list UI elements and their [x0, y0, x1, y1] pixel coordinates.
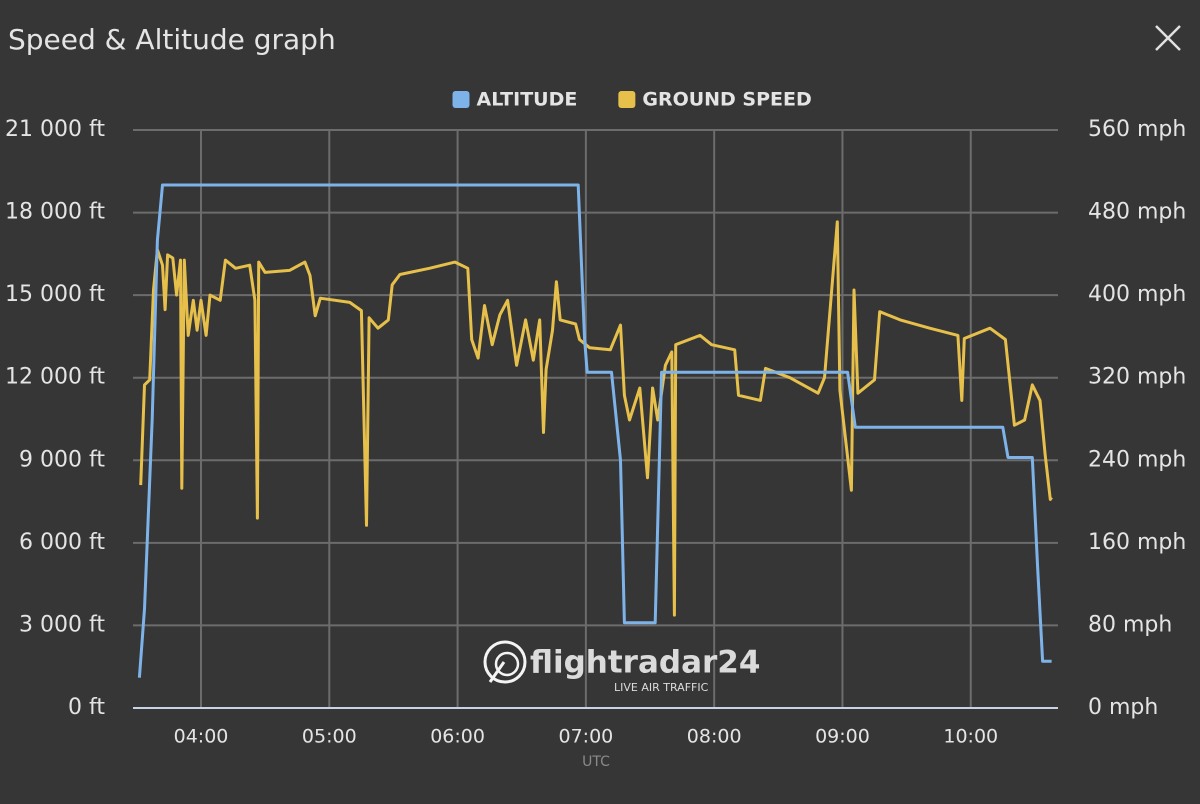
- x-tick-label: 05:00: [302, 726, 357, 748]
- y-tick-label: 12 000 ft: [5, 365, 105, 390]
- y2-tick-label: 80 mph: [1088, 612, 1172, 637]
- y-tick-label: 0 ft: [68, 695, 105, 720]
- legend-label: ALTITUDE: [477, 89, 578, 111]
- y-tick-label: 21 000 ft: [5, 117, 105, 142]
- close-icon[interactable]: [1155, 25, 1181, 51]
- y-tick-label: 6 000 ft: [19, 530, 105, 555]
- title: Speed & Altitude graph: [8, 23, 336, 56]
- y2-tick-label: 480 mph: [1088, 200, 1186, 225]
- legend-swatch: [618, 91, 636, 108]
- x-tick-label: 07:00: [558, 726, 613, 748]
- y2-tick-label: 400 mph: [1088, 282, 1186, 307]
- logo: [483, 640, 527, 684]
- watermark: flightradar24 LIVE AIR TRAFFIC: [483, 640, 760, 694]
- x-tick-label: 06:00: [430, 726, 485, 748]
- x-axis-label: UTC: [582, 754, 610, 770]
- y2-tick-label: 320 mph: [1088, 365, 1186, 390]
- series-line: [139, 220, 1053, 617]
- x-tick-label: 10:00: [943, 726, 998, 748]
- y2-tick-label: 240 mph: [1088, 447, 1186, 472]
- y2-tick-label: 0 mph: [1088, 695, 1158, 720]
- x-tick-label: 09:00: [815, 726, 870, 748]
- y2-tick-label: 560 mph: [1088, 117, 1186, 142]
- legend-label: GROUND SPEED: [642, 89, 811, 111]
- watermark-brand: flightradar24: [530, 645, 760, 681]
- watermark-tagline: LIVE AIR TRAFFIC: [614, 681, 709, 694]
- y-tick-label: 9 000 ft: [19, 447, 105, 472]
- x-tick-label: 04:00: [174, 726, 229, 748]
- logo: [494, 651, 520, 677]
- legend-swatch: [452, 91, 470, 108]
- y-tick-label: 3 000 ft: [19, 612, 105, 637]
- logo: [488, 661, 506, 683]
- y-tick-label: 15 000 ft: [5, 282, 105, 307]
- series-line: [137, 183, 1052, 678]
- y2-tick-label: 160 mph: [1088, 530, 1186, 555]
- y-tick-label: 18 000 ft: [5, 200, 105, 225]
- close-button[interactable]: [1148, 18, 1188, 58]
- x-tick-label: 08:00: [687, 726, 742, 748]
